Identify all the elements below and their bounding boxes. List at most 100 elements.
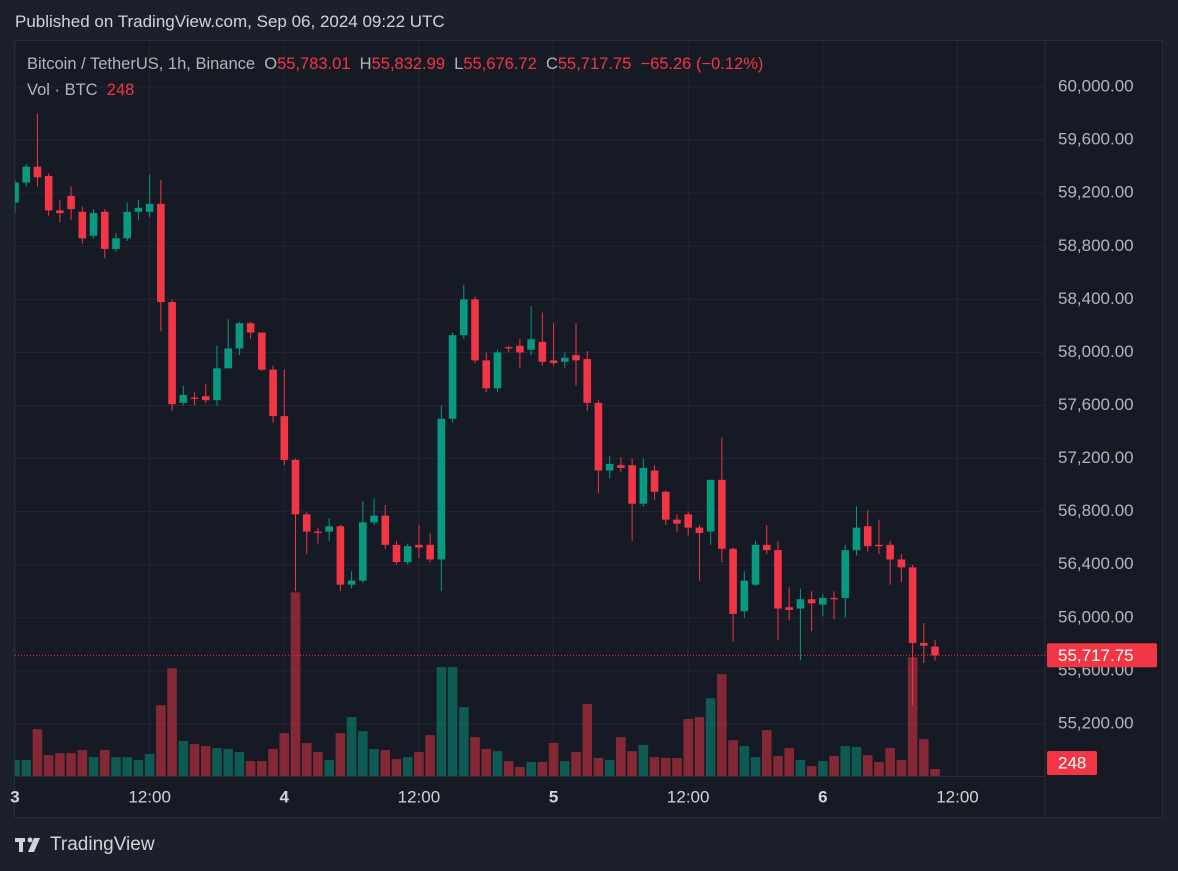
candles (15, 113, 1045, 706)
volume-bar (223, 748, 233, 776)
candle-body (852, 527, 861, 551)
y-tick-label: 59,200.00 (1058, 183, 1134, 202)
axes: 55,200.0055,600.0056,000.0056,400.0056,8… (10, 77, 1157, 806)
candle-body (134, 207, 143, 212)
volume-bar (728, 740, 738, 776)
candle-body (740, 580, 749, 612)
candle-body (280, 416, 289, 460)
ohlc-value: 55,783.01 (277, 55, 351, 73)
volume-bar (21, 759, 32, 776)
y-tick-label: 56,400.00 (1058, 554, 1134, 573)
candle-body (370, 515, 378, 523)
candle-body (527, 339, 535, 350)
candle-body (807, 599, 816, 604)
candle-body (448, 335, 457, 419)
candle-body (605, 463, 614, 471)
volume-bar (593, 757, 604, 776)
candle-body (336, 526, 345, 585)
candle-body (661, 491, 670, 520)
candle-body (100, 211, 109, 249)
volume-bar (346, 717, 357, 776)
candle-body (931, 646, 939, 656)
candle-body (583, 359, 592, 403)
volume-badge (1047, 751, 1097, 776)
volume-bar (77, 750, 88, 776)
y-tick-label: 59,600.00 (1058, 130, 1134, 149)
x-tick-label: 12:00 (936, 787, 979, 806)
volume-bar (178, 741, 189, 776)
volume-bar (122, 757, 133, 776)
volume-bar (268, 748, 278, 776)
volume-bar (402, 757, 413, 776)
volume-bar (582, 704, 593, 776)
candle-body (774, 550, 782, 609)
volume-bar (638, 744, 649, 776)
volume-legend: Vol · BTC 248 (27, 81, 134, 100)
volume-bar (492, 751, 503, 776)
candle-body (213, 368, 221, 401)
chart-frame (14, 40, 1163, 818)
last-price-badge (1047, 643, 1157, 668)
last-price-label: 55,717.75 (1058, 646, 1134, 665)
volume-pane (15, 592, 940, 776)
volume-bar (32, 729, 43, 776)
volume-bar (189, 744, 200, 776)
volume-bar (885, 748, 895, 776)
ohlc-key: O (264, 55, 278, 73)
volume-bar (526, 761, 536, 776)
candle-body (15, 182, 19, 203)
volume-bar (257, 761, 267, 776)
volume-bar (313, 752, 323, 776)
candle-body (718, 479, 726, 549)
candle-body (830, 597, 838, 600)
volume-bar (279, 733, 290, 776)
candle-body (67, 195, 75, 210)
volume-bar (750, 757, 761, 776)
x-tick-label: 3 (10, 787, 19, 806)
candle-body (762, 544, 771, 551)
volume-bar (425, 735, 435, 776)
ohlc-value: 55,676.72 (463, 55, 537, 73)
candle-body (22, 166, 31, 183)
candle-body (639, 467, 648, 504)
volume-bar (627, 751, 637, 776)
volume-bar (896, 759, 907, 776)
candle-body (235, 323, 244, 349)
candle-body (112, 238, 120, 249)
volume-bar (616, 737, 626, 776)
candle-body (325, 526, 333, 532)
volume-bar (335, 733, 346, 776)
candle-body (168, 302, 176, 405)
candle-body (258, 332, 266, 370)
candle-body (123, 211, 132, 239)
volume-bar (212, 748, 222, 776)
ohlc-key: C (545, 55, 558, 73)
candle-body (471, 299, 479, 361)
candle-body (673, 519, 681, 524)
candle-body (594, 402, 603, 471)
y-tick-label: 60,000.00 (1058, 77, 1134, 96)
volume-bar (324, 759, 334, 776)
y-tick-label: 57,200.00 (1058, 448, 1134, 467)
candle-body (392, 544, 401, 563)
y-tick-label: 56,000.00 (1058, 607, 1134, 626)
volume-bar (672, 757, 682, 776)
volume-bar (234, 752, 245, 776)
volume-bar (481, 748, 492, 776)
volume-bar (301, 743, 312, 776)
candle-body (706, 479, 715, 532)
volume-bar (369, 748, 379, 776)
ohlc: O55,783.01 H55,832.99 L55,676.72 C55,717… (255, 55, 631, 73)
candle-body (359, 522, 367, 581)
candle-body (56, 210, 64, 214)
volume-bar (806, 766, 817, 776)
candle-body (908, 567, 917, 644)
candle-body (437, 418, 446, 560)
volume-bar (503, 761, 514, 776)
published-note: Published on TradingView.com, Sep 06, 20… (15, 12, 445, 31)
volume-bar (548, 743, 559, 776)
candle-body (729, 548, 737, 614)
x-tick-label: 12:00 (128, 787, 171, 806)
candle-body (145, 203, 154, 212)
volume-bar (144, 754, 155, 776)
